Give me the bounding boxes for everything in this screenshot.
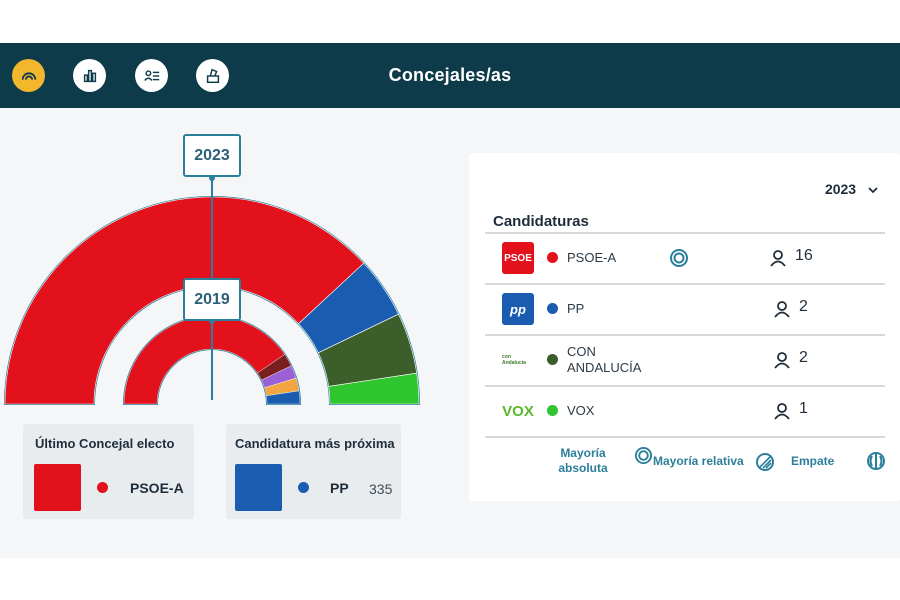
person-icon bbox=[769, 249, 787, 272]
hemicycle-chart bbox=[3, 175, 421, 405]
hemicycle-icon[interactable] bbox=[12, 59, 45, 92]
year-label-2019: 2019 bbox=[183, 278, 241, 321]
hemicycle-segment-2019-pp bbox=[266, 390, 301, 405]
next-candidate-dot bbox=[298, 482, 309, 493]
party-name: PP bbox=[567, 301, 585, 316]
last-elected-party: PSOE-A bbox=[130, 480, 184, 496]
party-name: VOX bbox=[567, 403, 595, 418]
seat-count: 16 bbox=[795, 247, 813, 264]
bar-chart-icon[interactable] bbox=[73, 59, 106, 92]
last-elected-title: Último Concejal electo bbox=[35, 436, 175, 451]
party-color-dot bbox=[547, 303, 558, 314]
person-icon bbox=[773, 351, 791, 374]
next-candidate-swatch bbox=[235, 464, 282, 511]
seat-count: 2 bbox=[799, 349, 808, 366]
party-color-dot bbox=[547, 252, 558, 263]
pp-logo-icon: pp bbox=[502, 293, 534, 325]
list-item[interactable]: con Andalucía CON ANDALUCÍA 2 bbox=[485, 334, 885, 386]
year-select-value: 2023 bbox=[824, 181, 857, 197]
candidaturas-title: Candidaturas bbox=[493, 213, 589, 230]
main-content: 2023 2019 Último Concejal electo PSOE-A … bbox=[0, 108, 900, 558]
legend: Mayoría absoluta Mayoría relativa Empate bbox=[485, 436, 885, 488]
list-item[interactable]: pp PP 2 bbox=[485, 283, 885, 335]
con-andalucia-logo-icon: con Andalucía bbox=[502, 344, 534, 376]
psoe-logo-icon: PSOE bbox=[502, 242, 534, 274]
hemicycle-segment-2023-psoe-a bbox=[4, 196, 365, 405]
chevron-down-icon bbox=[868, 181, 878, 197]
legend-relative-majority-label: Mayoría relativa bbox=[653, 454, 744, 468]
last-elected-swatch bbox=[34, 464, 81, 511]
candidate-list-icon[interactable] bbox=[135, 59, 168, 92]
person-icon bbox=[773, 402, 791, 425]
hemicycle-segment-2023-vox bbox=[328, 372, 420, 405]
next-candidate-party: PP bbox=[330, 480, 349, 496]
page-title: Concejales/as bbox=[388, 65, 512, 85]
list-item[interactable]: VOX VOX 1 bbox=[485, 385, 885, 437]
next-candidate-title: Candidatura más próxima bbox=[235, 436, 395, 451]
next-candidate-votes: 335 bbox=[369, 481, 393, 497]
seat-count: 2 bbox=[799, 298, 808, 315]
party-name: CON ANDALUCÍA bbox=[567, 344, 642, 375]
legend-absolute-majority-label: Mayoría absoluta bbox=[558, 446, 608, 475]
next-candidate-card: Candidatura más próxima PP 335 bbox=[226, 424, 401, 519]
last-elected-card: Último Concejal electo PSOE-A bbox=[23, 424, 194, 519]
list-item[interactable]: PSOE PSOE-A 16 bbox=[485, 232, 885, 284]
majority-absolute-icon bbox=[669, 248, 689, 273]
year-label-2023: 2023 bbox=[183, 134, 241, 177]
tie-icon bbox=[866, 451, 886, 476]
majority-relative-icon bbox=[755, 452, 775, 477]
party-name: PSOE-A bbox=[567, 250, 617, 265]
candidaturas-panel: 2023 Candidaturas PSOE PSOE-A 16 pp PP bbox=[469, 153, 900, 501]
legend-tie-label: Empate bbox=[791, 454, 835, 468]
year-select[interactable]: 2023 bbox=[825, 181, 878, 197]
party-color-dot bbox=[547, 405, 558, 416]
vox-logo-icon: VOX bbox=[502, 395, 534, 427]
ballot-box-icon[interactable] bbox=[196, 59, 229, 92]
hemicycle-arcs bbox=[3, 196, 421, 405]
majority-absolute-icon bbox=[634, 446, 653, 470]
person-icon bbox=[773, 300, 791, 323]
top-navigation-bar: Concejales/as bbox=[0, 43, 900, 108]
party-color-dot bbox=[547, 354, 558, 365]
hemicycle-segment-2019-psoe-a bbox=[123, 315, 285, 405]
last-elected-dot bbox=[97, 482, 108, 493]
seat-count: 1 bbox=[799, 400, 808, 417]
